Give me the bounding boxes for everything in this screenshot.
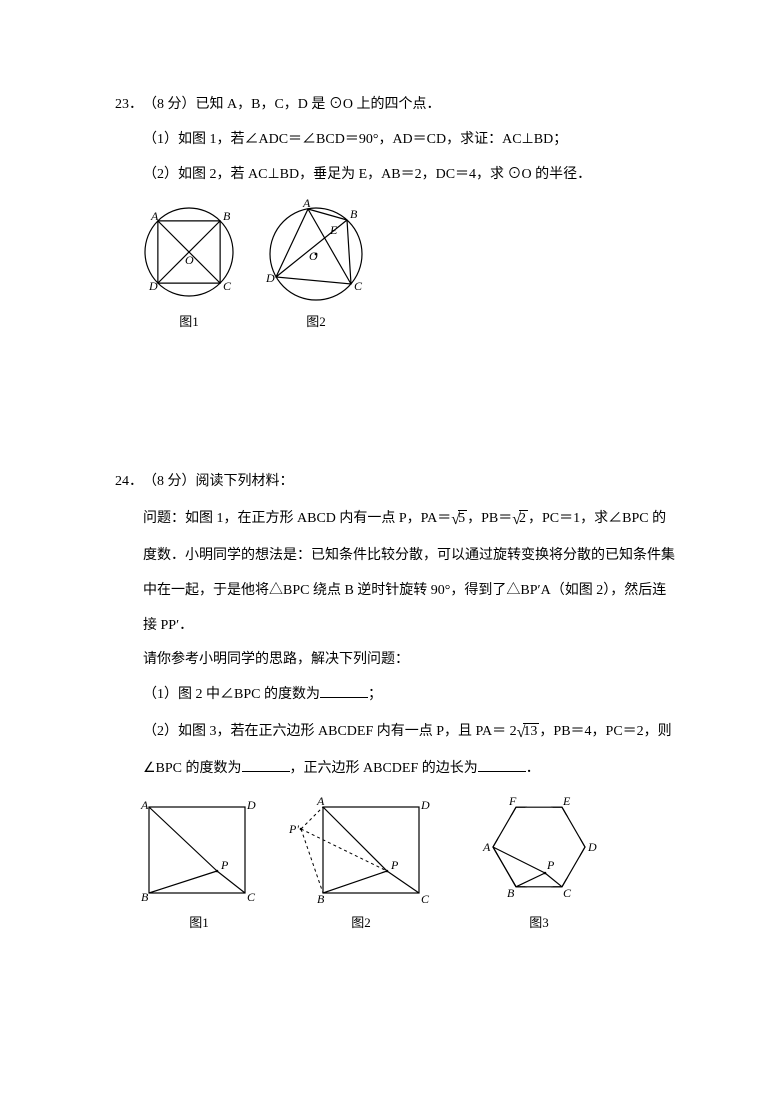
q24-fig2: A D B C P P' 图2 [287, 795, 435, 938]
q24-fig3: F E D C B A P 图3 [459, 795, 619, 938]
q23-number: 23． [115, 90, 143, 121]
q24-fig1: A D B C P 图1 [135, 795, 263, 938]
q24-p1c: ，PC＝1，求∠BPC 的 [528, 511, 666, 526]
svg-text:D: D [246, 798, 256, 812]
q23-fig1: A B C D O 图1 [135, 198, 243, 337]
q24-q1b: ； [368, 687, 382, 702]
svg-text:P: P [220, 858, 229, 872]
svg-text:A: A [302, 198, 311, 210]
q24-q3b: ，正六边形 ABCDEF 的边长为 [290, 761, 478, 776]
svg-text:A: A [150, 209, 159, 223]
svg-text:D: D [148, 279, 158, 293]
problem-24: 24． （8 分）阅读下列材料： 问题：如图 1，在正方形 ABCD 内有一点 … [115, 467, 680, 938]
q24-fig2-label: 图2 [351, 909, 371, 938]
problem-23: 23． （8 分）已知 A，B，C，D 是 ⊙O 上的四个点． （1）如图 1，… [115, 90, 680, 337]
svg-text:O: O [185, 253, 194, 267]
q23-part1: （1）如图 1，若∠ADC＝∠BCD＝90°，AD＝CD，求证：AC⊥BD； [143, 125, 680, 156]
svg-text:C: C [354, 279, 363, 293]
q23-part2: （2）如图 2，若 AC⊥BD，垂足为 E，AB＝2，DC＝4，求 ⊙O 的半径… [143, 160, 680, 191]
sqrt-5: √5 [451, 502, 467, 537]
svg-text:P': P' [288, 822, 299, 836]
svg-text:A: A [140, 798, 149, 812]
sqrt-13: √13 [517, 715, 540, 750]
q24-fig1-svg: A D B C P [135, 795, 263, 907]
svg-text:A: A [482, 840, 491, 854]
svg-text:D: D [265, 271, 275, 285]
svg-text:B: B [141, 890, 149, 904]
svg-text:A: A [316, 795, 325, 808]
svg-text:C: C [223, 279, 232, 293]
svg-text:B: B [317, 892, 325, 906]
svg-text:B: B [223, 209, 231, 223]
q23-fig2-svg: A B C D E O [257, 198, 375, 306]
svg-text:B: B [350, 207, 358, 221]
svg-text:E: E [562, 795, 571, 808]
svg-text:P: P [390, 858, 399, 872]
q24-fig3-label: 图3 [529, 909, 549, 938]
svg-text:E: E [329, 223, 338, 237]
svg-text:F: F [508, 795, 517, 808]
q24-q2a: （2）如图 3，若在正六边形 ABCDEF 内有一点 P，且 PA＝ 2 [143, 724, 517, 739]
q23-fig1-label: 图1 [179, 308, 199, 337]
q24-p1: 问题：如图 1，在正方形 ABCD 内有一点 P，PA＝√5，PB＝√2，PC＝… [143, 502, 680, 537]
q23-fig2-label: 图2 [306, 308, 326, 337]
blank-1 [320, 683, 368, 698]
svg-text:C: C [247, 890, 256, 904]
q24-p3: 中在一起，于是他将△BPC 绕点 B 逆时针旋转 90°，得到了△BP′A（如图… [143, 576, 680, 607]
svg-text:B: B [507, 886, 515, 900]
q24-q2: （2）如图 3，若在正六边形 ABCDEF 内有一点 P，且 PA＝ 2√13，… [143, 715, 680, 750]
q24-p2: 度数．小明同学的想法是：已知条件比较分散，可以通过旋转变换将分散的已知条件集 [143, 541, 680, 572]
q24-p5: 请你参考小明同学的思路，解决下列问题： [143, 645, 680, 676]
q23-fig1-svg: A B C D O [135, 198, 243, 306]
q24-fig1-label: 图1 [189, 909, 209, 938]
q24-figures: A D B C P 图1 [135, 795, 680, 938]
q24-q1: （1）图 2 中∠BPC 的度数为 ； [143, 680, 680, 711]
q23-stem: （8 分）已知 A，B，C，D 是 ⊙O 上的四个点． [143, 90, 680, 121]
q24-fig3-svg: F E D C B A P [459, 795, 619, 907]
blank-2 [242, 757, 290, 772]
q24-q3: ∠BPC 的度数为 ，正六边形 ABCDEF 的边长为 ． [143, 754, 680, 785]
q24-p1a: 问题：如图 1，在正方形 ABCD 内有一点 P，PA＝ [143, 511, 451, 526]
q23-fig2: A B C D E O 图2 [257, 198, 375, 337]
q24-stem: （8 分）阅读下列材料： [143, 467, 680, 498]
svg-text:D: D [587, 840, 597, 854]
q24-q3a: ∠BPC 的度数为 [143, 761, 242, 776]
q24-p4: 接 PP′． [143, 611, 680, 642]
q24-q2b: ，PB＝4，PC＝2，则 [539, 724, 671, 739]
q24-q1a: （1）图 2 中∠BPC 的度数为 [143, 687, 320, 702]
svg-text:C: C [421, 892, 430, 906]
svg-text:P: P [546, 858, 555, 872]
svg-text:O: O [309, 249, 318, 263]
q24-number: 24． [115, 467, 143, 498]
q24-points: （8 分） [143, 474, 196, 489]
q23-figures: A B C D O 图1 A [135, 198, 680, 337]
q24-header: 24． （8 分）阅读下列材料： [115, 467, 680, 498]
q24-q3c: ． [526, 761, 540, 776]
sqrt-2: √2 [512, 502, 528, 537]
svg-text:D: D [420, 798, 430, 812]
q24-fig2-svg: A D B C P P' [287, 795, 435, 907]
q24-p1b: ，PB＝ [467, 511, 512, 526]
q23-header: 23． （8 分）已知 A，B，C，D 是 ⊙O 上的四个点． [115, 90, 680, 121]
q23-stem-text: 已知 A，B，C，D 是 ⊙O 上的四个点． [196, 97, 441, 112]
blank-3 [478, 757, 526, 772]
q24-stem-text: 阅读下列材料： [196, 474, 294, 489]
svg-text:C: C [563, 886, 572, 900]
q23-points: （8 分） [143, 97, 196, 112]
